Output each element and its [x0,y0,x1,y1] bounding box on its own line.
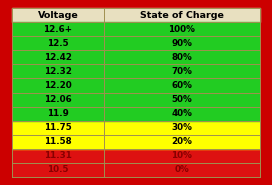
Bar [12,121,260,134]
Text: 12.42: 12.42 [44,53,72,62]
Text: 12.6+: 12.6+ [44,25,73,34]
Text: 100%: 100% [168,25,195,34]
Text: 11.58: 11.58 [44,137,72,146]
Text: 60%: 60% [171,81,192,90]
Text: 80%: 80% [171,53,192,62]
Bar [12,149,260,163]
Text: 0%: 0% [174,165,189,174]
Bar [12,22,260,36]
Text: 12.32: 12.32 [44,67,72,76]
Text: 30%: 30% [171,123,192,132]
Bar [12,107,260,121]
Text: State of Charge: State of Charge [140,11,224,20]
Bar [12,92,260,107]
Bar [12,163,260,177]
Text: 70%: 70% [171,67,192,76]
Text: 12.20: 12.20 [44,81,72,90]
Bar [12,50,260,64]
Text: 40%: 40% [171,109,192,118]
Text: 20%: 20% [171,137,192,146]
Text: 12.06: 12.06 [44,95,72,104]
Text: 10.5: 10.5 [47,165,69,174]
Text: 11.9: 11.9 [47,109,69,118]
Text: 11.75: 11.75 [44,123,72,132]
Bar [12,64,260,78]
Text: 90%: 90% [171,39,192,48]
Bar [12,78,260,92]
Text: 10%: 10% [171,151,192,160]
Text: 50%: 50% [171,95,192,104]
Bar [12,36,260,50]
Bar [12,8,260,22]
Text: 12.5: 12.5 [47,39,69,48]
Text: Voltage: Voltage [38,11,78,20]
Text: 11.31: 11.31 [44,151,72,160]
Bar [12,134,260,149]
